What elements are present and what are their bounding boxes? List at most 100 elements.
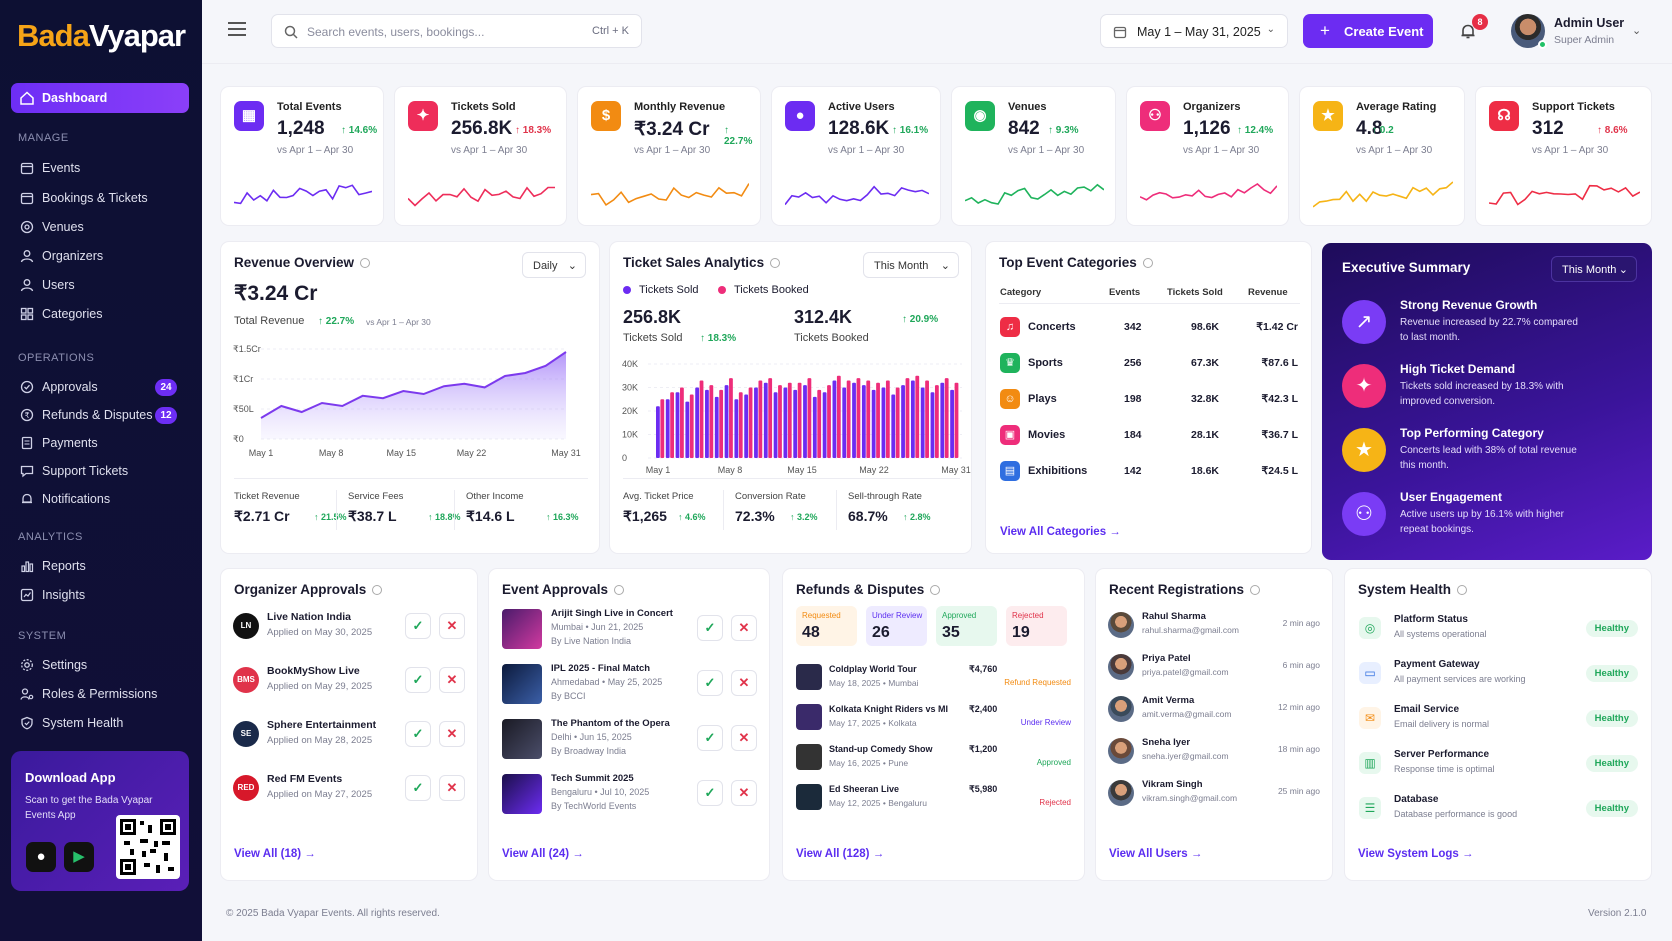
reject-button[interactable]: ✕ xyxy=(439,775,465,801)
organizer-name[interactable]: Sphere Entertainment xyxy=(267,719,377,731)
user-name[interactable]: Admin User xyxy=(1554,16,1625,30)
stat-card[interactable]: ▦ Total Events 1,248 ↑ 14.6% vs Apr 1 – Apr … xyxy=(220,86,384,226)
sidebar-item-support[interactable]: Support Tickets xyxy=(11,456,189,486)
chevron-down-icon[interactable]: ⌄ xyxy=(1632,25,1642,37)
approve-button[interactable]: ✓ xyxy=(697,725,723,751)
period-select[interactable]: This Month ⌄ xyxy=(863,252,959,278)
sidebar-item-reports[interactable]: Reports xyxy=(11,551,189,581)
stat-card[interactable]: ⚇ Organizers 1,126 ↑ 12.4% vs Apr 1 – Apr 30 xyxy=(1126,86,1289,226)
refund-status-box[interactable]: Rejected 19 xyxy=(1006,606,1067,646)
refund-status-box[interactable]: Under Review 26 xyxy=(866,606,927,646)
stat-card[interactable]: ★ Average Rating 4.8 ↑ 0.2 vs Apr 1 – Apr 30 xyxy=(1299,86,1465,226)
system-item-name[interactable]: Database xyxy=(1394,794,1439,805)
view-all-organizers-link[interactable]: View All (18) → xyxy=(234,848,316,860)
refund-status-box[interactable]: Approved 35 xyxy=(936,606,997,646)
sidebar-item-notifications[interactable]: Notifications xyxy=(11,484,189,514)
reject-button[interactable]: ✕ xyxy=(731,725,757,751)
apple-store-icon[interactable]: ● xyxy=(26,842,56,872)
period-select[interactable]: This Month ⌄ xyxy=(1551,256,1637,282)
registration-name[interactable]: Priya Patel xyxy=(1142,653,1191,664)
sidebar-item-system-health[interactable]: System Health xyxy=(11,708,189,738)
info-icon[interactable] xyxy=(1250,585,1261,596)
sidebar-item-dashboard[interactable]: Dashboard xyxy=(11,83,189,113)
sidebar-item-approvals[interactable]: Approvals 24 xyxy=(11,372,189,402)
system-item-name[interactable]: Server Performance xyxy=(1394,749,1490,760)
sidebar-item-users[interactable]: Users xyxy=(11,270,189,300)
notification-bell-icon[interactable] xyxy=(1459,22,1477,40)
event-name[interactable]: Arijit Singh Live in Concert xyxy=(551,608,673,619)
system-item-name[interactable]: Email Service xyxy=(1394,704,1460,715)
stat-card[interactable]: ◉ Venues 842 ↑ 9.3% vs Apr 1 – Apr 30 xyxy=(951,86,1116,226)
view-all-refunds-link[interactable]: View All (128) → xyxy=(796,848,885,860)
registration-name[interactable]: Vikram Singh xyxy=(1142,779,1203,790)
approve-button[interactable]: ✓ xyxy=(697,780,723,806)
reject-button[interactable]: ✕ xyxy=(731,670,757,696)
sidebar-item-settings[interactable]: Settings xyxy=(11,650,189,680)
approve-button[interactable]: ✓ xyxy=(405,721,431,747)
info-icon[interactable] xyxy=(1457,585,1468,596)
approve-button[interactable]: ✓ xyxy=(405,613,431,639)
system-item-name[interactable]: Platform Status xyxy=(1394,614,1468,625)
refund-event-name[interactable]: Coldplay World Tour xyxy=(829,664,917,674)
system-item-name[interactable]: Payment Gateway xyxy=(1394,659,1480,670)
refund-event-name[interactable]: Ed Sheeran Live xyxy=(829,784,900,794)
category-name[interactable]: Movies xyxy=(1028,429,1066,441)
date-range-picker[interactable]: May 1 – May 31, 2025 ⌄ xyxy=(1100,14,1288,48)
stat-label: Organizers xyxy=(1183,101,1241,113)
refund-status-box[interactable]: Requested 48 xyxy=(796,606,857,646)
registration-name[interactable]: Amit Verma xyxy=(1142,695,1195,706)
view-all-users-link[interactable]: View All Users → xyxy=(1109,848,1203,860)
sidebar-item-events[interactable]: Events xyxy=(11,153,189,183)
registration-name[interactable]: Sneha Iyer xyxy=(1142,737,1191,748)
view-system-logs-link[interactable]: View System Logs → xyxy=(1358,848,1474,860)
registration-name[interactable]: Rahul Sharma xyxy=(1142,611,1206,622)
info-icon[interactable] xyxy=(930,585,941,596)
brand-logo[interactable]: BadaVyapar xyxy=(17,18,186,53)
approve-button[interactable]: ✓ xyxy=(697,615,723,641)
category-name[interactable]: Exhibitions xyxy=(1028,465,1088,477)
event-name[interactable]: The Phantom of the Opera xyxy=(551,718,670,729)
sidebar-item-bookings[interactable]: Bookings & Tickets xyxy=(11,183,189,213)
view-all-categories-link[interactable]: View All Categories → xyxy=(1000,526,1121,538)
info-icon[interactable] xyxy=(770,258,781,269)
category-name[interactable]: Plays xyxy=(1028,393,1057,405)
refund-event-name[interactable]: Kolkata Knight Riders vs MI xyxy=(829,704,949,714)
reject-button[interactable]: ✕ xyxy=(439,613,465,639)
reject-button[interactable]: ✕ xyxy=(731,615,757,641)
sidebar-item-venues[interactable]: Venues xyxy=(11,212,189,242)
stat-card[interactable]: ✦ Tickets Sold 256.8K ↑ 18.3% vs Apr 1 – Apr… xyxy=(394,86,567,226)
sidebar-item-insights[interactable]: Insights xyxy=(11,580,189,610)
sidebar-item-refunds[interactable]: ₹ Refunds & Disputes 12 xyxy=(11,400,189,430)
sidebar-item-payments[interactable]: Payments xyxy=(11,428,189,458)
approve-button[interactable]: ✓ xyxy=(405,667,431,693)
organizer-name[interactable]: Live Nation India xyxy=(267,611,352,623)
menu-toggle-icon[interactable] xyxy=(228,22,246,38)
sidebar-item-roles[interactable]: Roles & Permissions xyxy=(11,679,189,709)
info-icon[interactable] xyxy=(614,585,625,596)
refund-event-name[interactable]: Stand-up Comedy Show xyxy=(829,744,933,754)
event-name[interactable]: IPL 2025 - Final Match xyxy=(551,663,651,674)
reject-button[interactable]: ✕ xyxy=(731,780,757,806)
info-icon[interactable] xyxy=(372,585,383,596)
organizer-name[interactable]: BookMyShow Live xyxy=(267,665,360,677)
period-select[interactable]: Daily ⌄ xyxy=(522,252,586,278)
approve-button[interactable]: ✓ xyxy=(697,670,723,696)
view-all-events-link[interactable]: View All (24) → xyxy=(502,848,584,860)
info-icon[interactable] xyxy=(1142,258,1153,269)
approve-button[interactable]: ✓ xyxy=(405,775,431,801)
search-input[interactable]: Search events, users, bookings... Ctrl +… xyxy=(271,14,642,48)
stat-card[interactable]: $ Monthly Revenue ₹3.24 Cr ↑ 22.7% vs Apr 1 … xyxy=(577,86,761,226)
event-name[interactable]: Tech Summit 2025 xyxy=(551,773,634,784)
reject-button[interactable]: ✕ xyxy=(439,721,465,747)
sidebar-item-categories[interactable]: Categories xyxy=(11,299,189,329)
stat-card[interactable]: ● Active Users 128.6K ↑ 16.1% vs Apr 1 – Apr… xyxy=(771,86,941,226)
create-event-button[interactable]: + Create Event xyxy=(1303,14,1433,48)
play-store-icon[interactable]: ▶ xyxy=(64,842,94,872)
sidebar-item-organizers[interactable]: Organizers xyxy=(11,241,189,271)
stat-card[interactable]: ☊ Support Tickets 312 ↑ 8.6% vs Apr 1 – Apr … xyxy=(1475,86,1652,226)
reject-button[interactable]: ✕ xyxy=(439,667,465,693)
category-name[interactable]: Concerts xyxy=(1028,321,1076,333)
category-name[interactable]: Sports xyxy=(1028,357,1063,369)
info-icon[interactable] xyxy=(360,258,371,269)
organizer-name[interactable]: Red FM Events xyxy=(267,773,343,785)
